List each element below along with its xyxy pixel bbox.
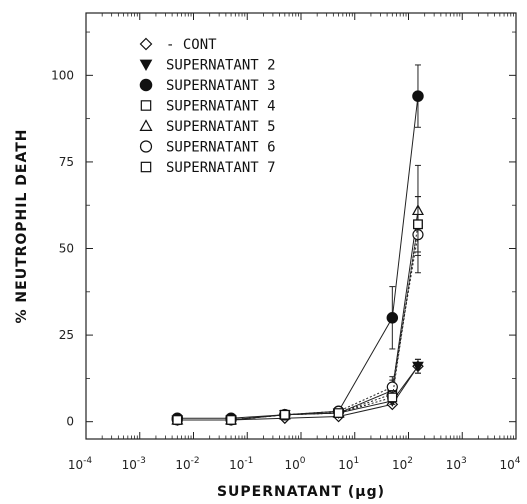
series-7	[172, 196, 423, 425]
legend-label: SUPERNATANT 6	[166, 140, 276, 156]
legend-label: SUPERNATANT 2	[166, 58, 276, 74]
x-tick-label: 10-1	[229, 456, 253, 472]
legend-marker	[139, 140, 153, 153]
x-tick-label: 101	[338, 456, 359, 472]
series-line	[177, 365, 419, 421]
series-line	[177, 224, 419, 421]
x-tick-label: 103	[446, 456, 467, 472]
series-1	[171, 358, 424, 426]
legend-marker	[140, 100, 152, 111]
x-tick-label: 104	[499, 456, 520, 472]
data-point	[413, 219, 423, 230]
y-tick-label: 75	[59, 155, 74, 169]
x-tick-label: 10-4	[68, 456, 93, 472]
series-line	[177, 234, 419, 421]
legend-label: - CONT	[166, 37, 217, 53]
data-point	[412, 90, 424, 102]
legend-marker	[139, 59, 153, 72]
x-axis-title: SUPERNATANT (µg)	[217, 484, 385, 500]
x-tick-label: 100	[284, 456, 305, 472]
y-axis-title: % NEUTROPHIL DEATH	[14, 129, 30, 324]
legend-marker	[139, 37, 153, 51]
legend-label: SUPERNATANT 4	[166, 99, 276, 115]
data-point	[387, 392, 398, 403]
x-tick-label: 10-3	[122, 456, 146, 472]
data-point	[172, 415, 183, 425]
y-tick-label: 0	[66, 415, 74, 429]
legend-label: SUPERNATANT 3	[166, 78, 276, 94]
data-point	[333, 408, 344, 418]
legend: - CONT SUPERNATANT 2 SUPERNATANT 3 SUPERNAT…	[139, 37, 276, 176]
data-point	[226, 415, 236, 425]
data-series	[171, 64, 424, 426]
series-5	[171, 164, 424, 425]
legend-label: SUPERNATANT 5	[166, 119, 276, 135]
plot-frame	[85, 12, 517, 440]
x-tick-label: 102	[392, 456, 413, 472]
legend-label: SUPERNATANT 7	[166, 160, 276, 176]
data-point	[412, 361, 424, 373]
y-tick-label: 25	[59, 328, 74, 342]
series-line	[177, 210, 419, 421]
axis-ticks: 10-4 10-3 10-2 10-1 100 101 102 103 104 0 25 50 75 10…	[51, 13, 521, 472]
legend-marker	[140, 161, 152, 173]
series-6	[171, 196, 424, 426]
series-line	[177, 224, 419, 421]
data-point	[386, 312, 399, 324]
y-tick-label: 50	[59, 242, 74, 256]
legend-marker	[139, 119, 153, 131]
x-tick-label: 10-2	[175, 456, 199, 472]
data-point	[279, 409, 290, 420]
series-2	[171, 358, 424, 426]
y-tick-label: 100	[51, 68, 74, 82]
legend-marker	[139, 78, 153, 92]
series-line	[177, 96, 419, 419]
series-line	[177, 365, 419, 421]
